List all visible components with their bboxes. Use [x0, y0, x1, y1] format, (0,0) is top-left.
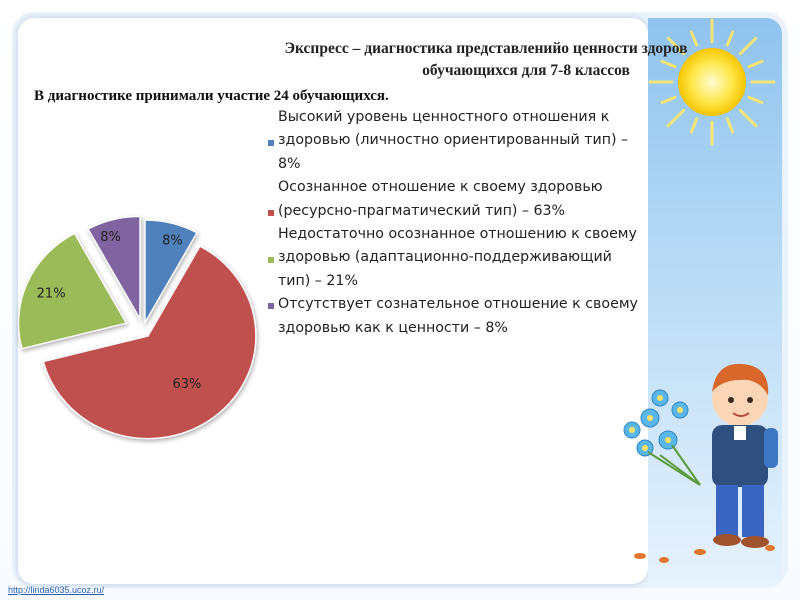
legend-item-insufficient: Недостаточно осознанное отношению к свое… — [268, 223, 640, 293]
title-line-2: обучающихся для 7-8 классов — [422, 62, 630, 79]
title-line-1: Экспресс – диагностика представленийо це… — [284, 40, 688, 57]
legend-swatch-purple — [268, 303, 274, 310]
legend-swatch-blue — [268, 140, 274, 146]
legend-item-high: Высокий уровень ценностного отношения к … — [268, 106, 640, 176]
pie-data-label: 8% — [162, 234, 183, 249]
chart-legend: Высокий уровень ценностного отношения к … — [268, 106, 640, 340]
pie-data-label: 8% — [100, 230, 121, 245]
pie-slice-high — [144, 219, 199, 326]
slide-title: Экспресс – диагностика представленийо це… — [226, 38, 746, 82]
legend-swatch-green — [268, 257, 274, 264]
legend-label-high: Высокий уровень ценностного отношения к … — [278, 109, 629, 172]
intro-text: В диагностике принимали участие 24 обуча… — [34, 88, 389, 104]
legend-item-absent: Отсутствует сознательное отношение к сво… — [268, 293, 640, 340]
pie-data-label: 21% — [37, 286, 66, 301]
legend-label-insufficient: Недостаточно осознанное отношению к свое… — [278, 226, 637, 289]
pie-slice-absent — [86, 215, 141, 322]
pie-data-label: 63% — [172, 377, 201, 392]
legend-item-conscious: Осознанное отношение к своему здоровью (… — [268, 176, 640, 223]
legend-label-absent: Отсутствует сознательное отношение к сво… — [278, 296, 638, 336]
content-panel — [18, 18, 648, 584]
pie-slice-insufficient — [17, 232, 128, 350]
legend-label-conscious: Осознанное отношение к своему здоровью (… — [278, 179, 603, 219]
legend-swatch-red — [268, 210, 274, 217]
pie-slice-conscious — [42, 245, 257, 440]
footer-link[interactable]: http://linda6035.ucoz.ru/ — [8, 585, 105, 595]
